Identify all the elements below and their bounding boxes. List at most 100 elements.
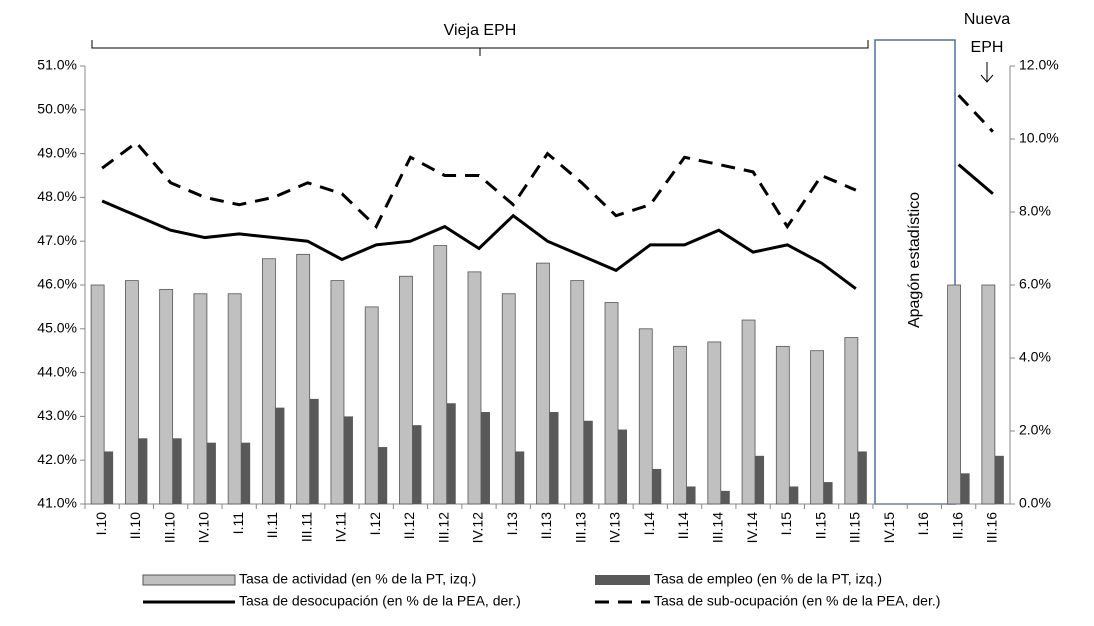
x-tick-label: I.13 [504,512,520,536]
y-tick-label: 45.0% [37,320,77,336]
bar [583,420,593,504]
x-tick-label: I.16 [915,512,931,536]
bar [947,284,962,505]
legend-label: Tasa de empleo (en % de la PT, izq.) [654,571,882,587]
bar [467,271,482,505]
bar [570,280,585,505]
y2-tick-label: 4.0% [1019,349,1051,365]
bar [844,337,859,505]
y-tick-label: 43.0% [37,407,77,423]
y2-tick-label: 2.0% [1019,422,1051,438]
line [957,94,994,133]
bar [104,451,114,504]
bar [686,486,696,504]
x-tick-label: IV.15 [881,512,897,544]
y2-tick-label: 12.0% [1019,57,1059,73]
bar [960,473,970,504]
bar [399,275,413,505]
x-tick-label: III.15 [847,512,863,543]
x-tick-label: I.14 [641,512,657,536]
legend-label: Tasa de desocupación (en % de la PEA, de… [239,593,521,609]
x-tick-label: IV.13 [607,512,623,544]
x-tick-label: III.16 [984,512,1000,543]
y-tick-label: 44.0% [37,363,77,379]
bar [446,403,456,504]
bar [652,468,662,504]
bar [638,328,653,505]
line [957,163,994,195]
legend-label: Tasa de actividad (en % de la PT, izq.) [239,571,476,587]
annotation: Vieja EPH [444,22,517,39]
x-tick-label: IV.11 [333,512,349,543]
bar [604,302,619,505]
y2-tick-label: 10.0% [1019,130,1059,146]
bar [330,280,345,505]
bar [549,412,559,504]
bar [707,341,722,505]
bar [172,438,182,504]
bar [755,455,765,504]
bar [378,447,388,504]
bar [124,280,139,505]
y2-tick-label: 8.0% [1019,203,1051,219]
x-tick-label: II.14 [675,512,691,539]
bar [741,319,756,505]
y2-tick-label: 0.0% [1019,495,1051,511]
x-tick-label: IV.14 [744,512,760,544]
bar [275,407,285,504]
legend-label: Tasa de sub-ocupación (en % de la PEA, d… [654,593,940,609]
bar [501,293,516,505]
y-tick-label: 50.0% [37,101,77,117]
bar [138,438,148,504]
bar [810,350,824,505]
bar [775,345,790,505]
bar [90,284,105,505]
bar [857,451,867,504]
y-tick-label: 46.0% [37,276,77,292]
x-tick-label: I.12 [367,512,383,536]
x-tick-label: III.13 [572,512,588,543]
line [101,140,857,230]
x-tick-label: I.15 [778,512,794,536]
bar [241,442,251,504]
bar [720,490,730,504]
x-tick-label: II.16 [949,512,965,539]
legend-swatch [595,575,650,585]
x-tick-label: I.11 [230,512,246,535]
bar [789,486,799,504]
bar [159,288,174,505]
bar [433,245,448,505]
x-tick-label: I.10 [93,512,109,536]
bar [994,455,1004,504]
y2-tick-label: 6.0% [1019,276,1051,292]
x-tick-label: III.12 [435,512,451,543]
annotation: Apagón estadístico [906,192,923,328]
x-tick-label: II.10 [127,512,143,539]
x-tick-label: II.11 [264,512,280,538]
x-tick-label: IV.12 [470,512,486,544]
bar [618,429,628,504]
y-tick-label: 49.0% [37,144,77,160]
x-tick-label: III.14 [709,512,725,543]
bar [673,345,687,505]
bracket [91,40,869,56]
bar [262,258,276,505]
line [101,199,857,290]
bar [227,293,242,505]
bar [193,293,208,505]
x-tick-label: IV.10 [196,512,212,544]
y-tick-label: 42.0% [37,451,77,467]
bar [343,416,353,504]
bar [364,306,379,505]
bar [296,253,311,505]
bar [412,425,422,504]
y-tick-label: 41.0% [37,495,77,511]
y-tick-label: 51.0% [37,57,77,73]
bar [480,412,490,504]
x-tick-label: II.13 [538,512,554,539]
bar [206,442,216,504]
bar [515,451,525,504]
x-tick-label: II.15 [812,512,828,539]
bar [309,398,319,504]
